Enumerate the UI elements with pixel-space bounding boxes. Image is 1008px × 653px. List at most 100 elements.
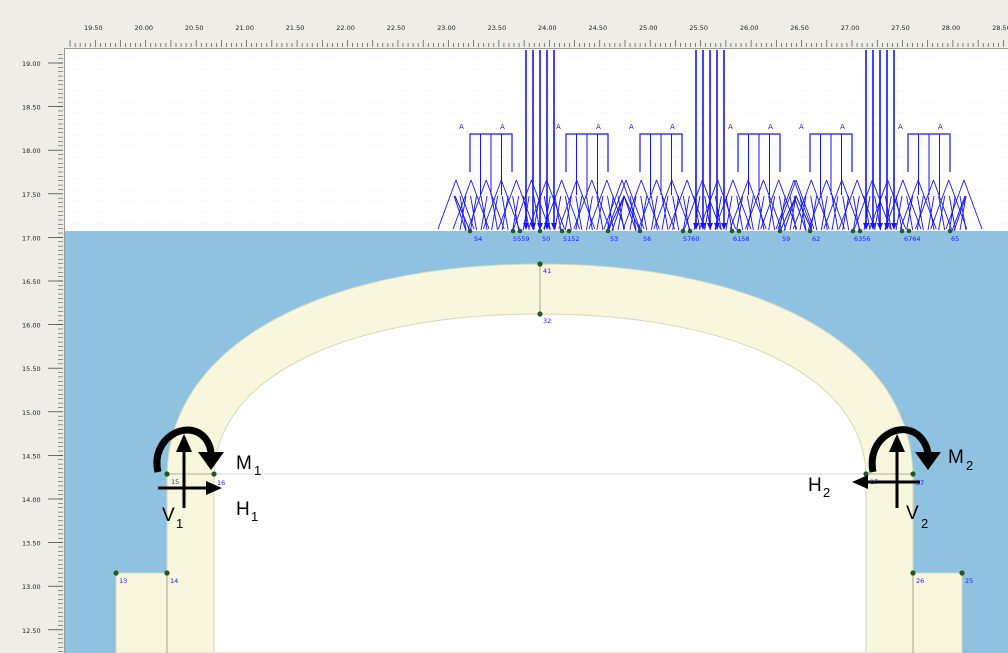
surface-loads: A A A A A A A A A A A A 54 5559 50 5152 53 56 5760 6158 59 62… [437, 50, 983, 243]
label-v1: V [162, 505, 175, 526]
ruler-top-label: 24.00 [538, 24, 557, 32]
load-spread-line [672, 195, 680, 231]
load-spread-line [617, 195, 625, 231]
load-spread-line [607, 179, 627, 230]
load-spread-line [480, 195, 488, 231]
node-37[interactable] [910, 471, 916, 477]
ruler-top-label: 25.00 [639, 24, 658, 32]
load-spread-line [622, 179, 642, 230]
load-spread-line [810, 179, 830, 230]
load-tag-a: A [938, 123, 943, 131]
node-26[interactable] [910, 570, 916, 576]
ruler-left-label: 16.50 [22, 278, 41, 286]
ruler-top-label: 28.00 [942, 24, 961, 32]
load-spread-line [902, 179, 922, 230]
ruler-top-label: 23.00 [437, 24, 456, 32]
reaction-h1-arrowhead [206, 481, 222, 495]
load-spread-line [856, 179, 876, 230]
label-m1-sub: 1 [254, 463, 261, 478]
load-spread-line [704, 195, 712, 231]
ruler-left-label: 12.50 [22, 627, 41, 635]
node-17[interactable] [863, 471, 869, 477]
load-spread-line [607, 195, 614, 231]
node-14[interactable] [164, 570, 170, 576]
node-15[interactable] [164, 471, 170, 477]
load-spread-line [558, 179, 578, 230]
node-25[interactable] [959, 570, 965, 576]
node-14-label: 14 [170, 577, 178, 585]
node-16[interactable] [211, 471, 217, 477]
load-spread-line [588, 179, 608, 230]
node-13[interactable] [113, 570, 119, 576]
node-25-label: 25 [965, 577, 973, 585]
surface-node-label: 53 [610, 235, 618, 243]
ruler-left-label: 13.00 [22, 583, 41, 591]
load-spread-line [884, 179, 904, 230]
moment-m2-arrowhead [915, 452, 941, 470]
horizontal-ruler-ticks: 19.50 20.00 20.50 21.00 21.50 22.00 22.50 23.00… [69, 24, 1008, 47]
load-spread-line [948, 195, 956, 231]
load-spread-line [640, 195, 648, 231]
load-spread-line [746, 195, 754, 231]
load-spread-line [917, 179, 937, 230]
ruler-top-label: 20.50 [185, 24, 204, 32]
node-32[interactable] [537, 311, 543, 317]
load-arrowhead [721, 223, 727, 230]
surface-node [510, 228, 516, 234]
load-tag-a: A [459, 123, 464, 131]
surface-node [537, 228, 543, 234]
load-spread-line [842, 195, 850, 231]
load-tag-a: A [556, 123, 561, 131]
left-footing[interactable] [115, 572, 168, 653]
node-41[interactable] [537, 261, 543, 267]
load-spread-line [686, 179, 706, 230]
load-spread-line [959, 195, 967, 231]
surface-node [637, 228, 643, 234]
ruler-left-label: 13.50 [22, 540, 41, 548]
load-spread-line [831, 195, 839, 231]
load-spread-line [838, 179, 858, 230]
load-edge-line [623, 195, 637, 232]
load-spread-line [512, 195, 520, 231]
surface-node-label: 6764 [904, 235, 921, 243]
load-tag-a: A [500, 123, 505, 131]
load-spread-line [638, 179, 657, 230]
node-16-label: 16 [217, 479, 225, 487]
vertical-ruler-ticks: 19.00 18.50 18.00 17.50 17.00 16.50 16.00 15.50… [22, 54, 63, 652]
ruler-top-label: 27.00 [841, 24, 860, 32]
load-spread-line [699, 179, 719, 230]
label-v2-sub: 2 [921, 516, 928, 531]
load-spread-line [793, 179, 813, 230]
load-tag-a: A [840, 123, 845, 131]
load-spread-line [906, 195, 914, 231]
load-spread-line [522, 195, 530, 231]
load-link-line [607, 194, 641, 232]
load-tag-a: A [799, 123, 804, 131]
load-spread-line [640, 179, 660, 230]
load-spread-line [820, 195, 828, 231]
surface-node-label: 6158 [733, 235, 750, 243]
load-edge-line [611, 195, 625, 232]
load-spread-line [777, 179, 797, 230]
surface-node-label: 65 [951, 235, 959, 243]
load-spread-line [938, 195, 946, 231]
load-spread-line [528, 179, 547, 230]
load-spread-line [467, 179, 487, 230]
surface-node-label: 6356 [854, 235, 871, 243]
load-spread-line [573, 179, 593, 230]
load-spread-line [732, 179, 752, 230]
surface-node [687, 228, 693, 234]
load-spread-line [585, 195, 593, 231]
surface-node [736, 228, 742, 234]
label-v2: V [906, 503, 919, 524]
right-footing[interactable] [912, 572, 963, 653]
node-32-label: 32 [543, 317, 551, 325]
load-spread-line [810, 195, 818, 231]
ruler-top-label: 26.50 [790, 24, 809, 32]
load-spread-line [606, 179, 626, 230]
ruler-left-label: 17.50 [22, 191, 41, 199]
load-spread-line [501, 195, 509, 231]
load-spread-line [826, 179, 845, 230]
